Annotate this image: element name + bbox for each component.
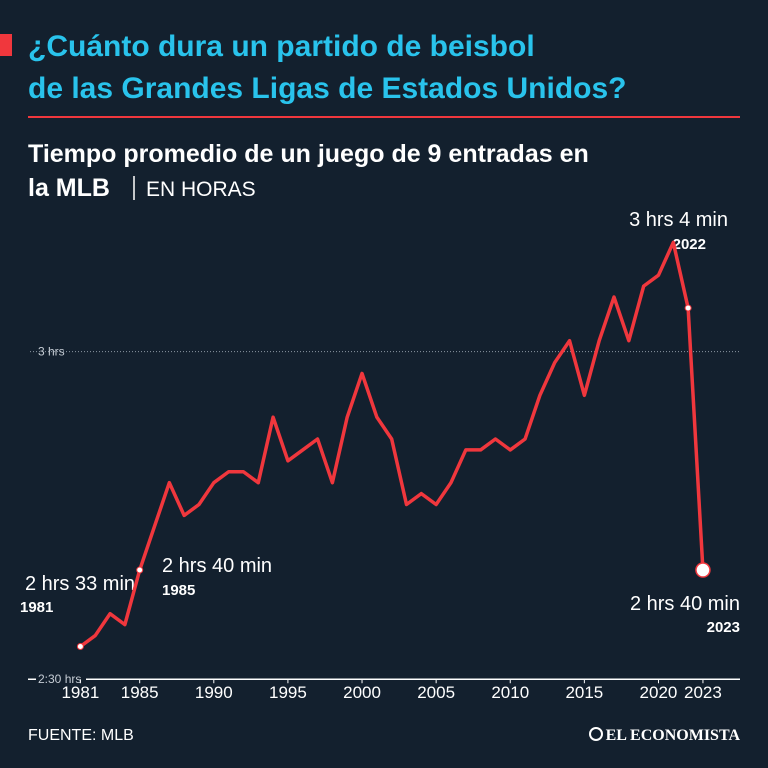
annotation-year: 1985 xyxy=(162,582,195,599)
y-tick-label: 2:30 hrs xyxy=(38,672,81,686)
subtitle: Tiempo promedio de un juego de 9 entrada… xyxy=(28,140,589,168)
x-tick-label: 2015 xyxy=(565,683,603,702)
unit-label: EN HORAS xyxy=(146,178,256,201)
brand-logo xyxy=(589,727,603,741)
x-tick-label: 1995 xyxy=(269,683,307,702)
tick-label-bg xyxy=(36,671,86,688)
y-tick-label: 3 hrs xyxy=(38,345,65,359)
baseball-marker xyxy=(695,562,711,578)
title: ¿Cuánto dura un partido de beisbol xyxy=(28,30,535,63)
brand: EL ECONOMISTA xyxy=(606,727,741,744)
x-tick-label: 1990 xyxy=(195,683,233,702)
x-tick-label: 1981 xyxy=(61,683,99,702)
annotation: 2 hrs 33 min xyxy=(25,573,135,595)
title-marker xyxy=(0,34,12,56)
x-tick-label: 2010 xyxy=(491,683,529,702)
x-tick-label: 2023 xyxy=(684,683,722,702)
annotation-year: 1981 xyxy=(20,599,53,616)
x-tick-label: 1985 xyxy=(121,683,159,702)
annotation-year: 2022 xyxy=(673,236,706,253)
x-tick-label: 2000 xyxy=(343,683,381,702)
line xyxy=(79,240,705,648)
point-marker xyxy=(76,642,84,650)
annotation-year: 2023 xyxy=(707,619,740,636)
title: de las Grandes Ligas de Estados Unidos? xyxy=(28,72,627,105)
x-tick-label: 2005 xyxy=(417,683,455,702)
subtitle: la MLB xyxy=(28,174,110,202)
annotation: 3 hrs 4 min xyxy=(629,209,728,231)
annotation: 2 hrs 40 min xyxy=(630,593,740,615)
source: FUENTE: MLB xyxy=(28,727,134,744)
x-tick-label: 2020 xyxy=(640,683,678,702)
point-marker xyxy=(684,304,692,312)
annotation: 2 hrs 40 min xyxy=(162,555,272,577)
point-marker xyxy=(136,566,144,574)
